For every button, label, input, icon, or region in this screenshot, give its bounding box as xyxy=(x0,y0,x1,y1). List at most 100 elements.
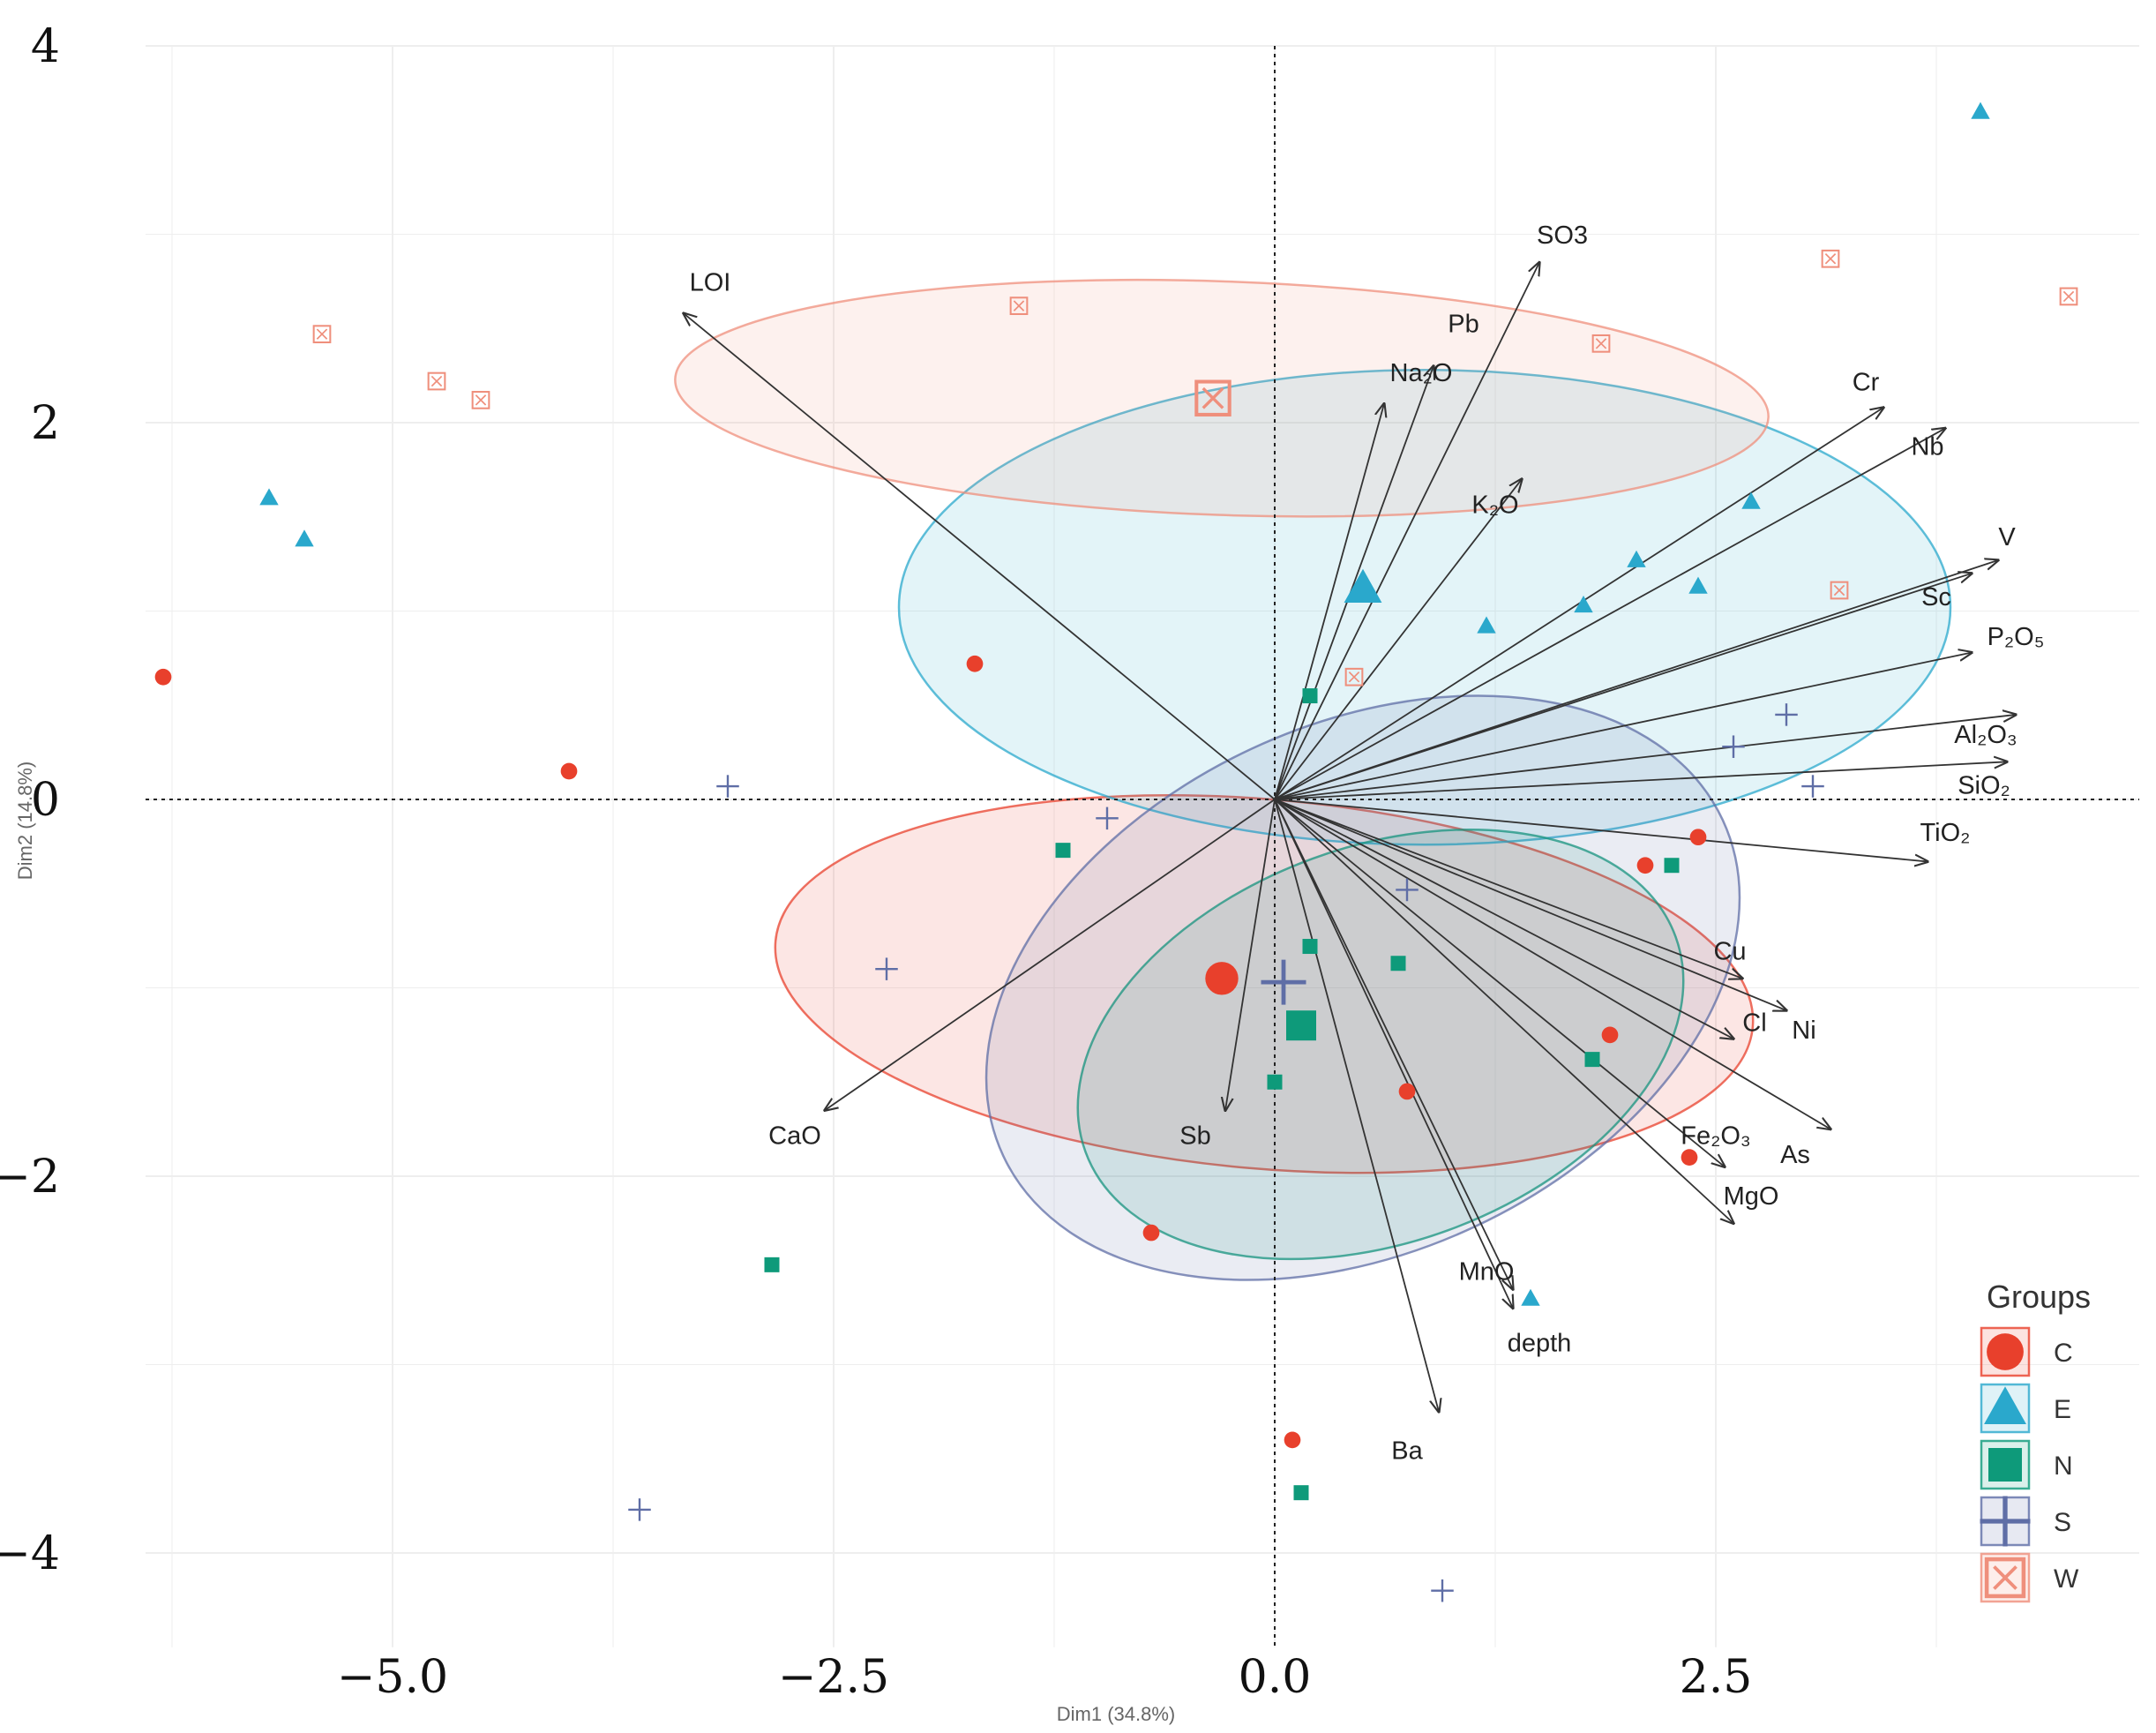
arrow-MgO xyxy=(1274,799,1733,1223)
legend-marker-E xyxy=(1984,1386,2026,1424)
legend-key-N xyxy=(1980,1439,2031,1490)
point-C xyxy=(1681,1149,1698,1166)
x2 xyxy=(1348,671,1360,683)
box xyxy=(1984,1557,2026,1599)
variable-arrows xyxy=(684,263,2016,1412)
x2 xyxy=(430,375,443,387)
arrow-As xyxy=(1274,799,1830,1129)
arrow-Sb xyxy=(1225,799,1276,1110)
box xyxy=(427,371,446,391)
arrow-LOI xyxy=(684,313,1276,800)
point-C xyxy=(1636,857,1654,874)
point-E xyxy=(1971,101,1990,119)
point-N xyxy=(1390,956,1406,972)
legend-label: E xyxy=(2054,1395,2071,1424)
x2 xyxy=(1013,300,1025,311)
variable-label: LOI xyxy=(690,269,731,297)
legend-label: N xyxy=(2054,1452,2073,1481)
variable-label: Na₂O xyxy=(1390,359,1453,387)
variable-label: MnO xyxy=(1459,1257,1515,1286)
mean-S xyxy=(1261,959,1306,1005)
legend-label: C xyxy=(2054,1339,2073,1368)
point-S xyxy=(1431,1579,1454,1602)
arrow-Pb xyxy=(1274,366,1434,800)
point-W xyxy=(1591,334,1611,353)
mean-E xyxy=(1344,568,1382,603)
arrow-K₂O xyxy=(1274,479,1522,800)
x-axis-title: Dim1 (34.8%) xyxy=(1057,1703,1175,1725)
x2 xyxy=(316,328,328,340)
variable-label: Al₂O₃ xyxy=(1954,721,2017,749)
variable-label: P₂O₅ xyxy=(1988,623,2045,651)
x2 xyxy=(2062,290,2075,303)
point-N xyxy=(764,1257,780,1272)
arrow-Nb xyxy=(1274,428,1945,800)
legend-label: W xyxy=(2054,1564,2079,1594)
axis-ticks: −5.0 −2.5 0.0 2.5 4 2 0 −2 −4 xyxy=(0,20,1752,1704)
variable-label: Cr xyxy=(1853,369,1880,397)
y-tick-label: 2 xyxy=(31,397,60,450)
point-S xyxy=(1801,775,1824,798)
point-N xyxy=(1293,1485,1309,1501)
point-W xyxy=(427,371,446,391)
point-N xyxy=(1664,858,1680,874)
point-S xyxy=(1722,735,1745,758)
mean-C xyxy=(1205,962,1239,995)
arrow-Cl xyxy=(1274,799,1733,1039)
arrow-SO3 xyxy=(1274,263,1539,800)
arrow-Al₂O₃ xyxy=(1274,715,2016,800)
point-S xyxy=(1096,806,1119,830)
point-C xyxy=(1398,1083,1416,1100)
box xyxy=(312,325,332,344)
x-tick-label: −5.0 xyxy=(337,1651,448,1704)
arrow-depth xyxy=(1274,799,1513,1308)
variable-label: Pb xyxy=(1448,311,1479,339)
arrow-Sc xyxy=(1274,574,1972,800)
variable-label: TiO₂ xyxy=(1920,819,1971,847)
arrow-TiO₂ xyxy=(1274,799,1928,861)
variable-label: Sb xyxy=(1179,1122,1210,1151)
individual-points xyxy=(154,101,2078,1602)
legend-key-S xyxy=(1980,1496,2031,1547)
point-W xyxy=(2059,287,2078,306)
point-E xyxy=(1477,616,1496,634)
point-W xyxy=(471,391,490,409)
y-tick-label: 0 xyxy=(31,774,60,827)
mean-N xyxy=(1286,1010,1316,1041)
x-tick-label: 2.5 xyxy=(1680,1651,1753,1704)
point-C xyxy=(966,655,984,672)
legend-label: S xyxy=(2054,1508,2071,1537)
y-tick-label: 4 xyxy=(31,20,60,73)
arrow-SiO₂ xyxy=(1274,761,2007,800)
x2 xyxy=(1993,1565,2018,1590)
group-means xyxy=(1194,379,1382,1041)
point-C xyxy=(560,762,578,780)
x2 xyxy=(475,394,487,406)
variable-label: SiO₂ xyxy=(1958,772,2010,800)
point-C xyxy=(1284,1431,1301,1449)
arrow-Ni xyxy=(1274,799,1786,1010)
variable-labels: LOI SO3 Pb Na₂O K₂O Cr Nb V Sc P₂O₅ Al₂O₃ SiO₂ TiO₂ C… xyxy=(690,221,2045,1465)
arrow-P₂O₅ xyxy=(1274,652,1972,800)
legend-marker-S xyxy=(1980,1496,2031,1547)
point-S xyxy=(1396,878,1419,902)
point-W xyxy=(312,325,332,344)
point-C xyxy=(1142,1224,1160,1242)
point-E xyxy=(259,488,279,506)
arrow-Cu xyxy=(1274,799,1742,979)
point-E xyxy=(295,529,314,547)
variable-label: Cu xyxy=(1713,937,1746,965)
x2 xyxy=(1824,253,1837,265)
point-N xyxy=(1055,843,1071,859)
point-S xyxy=(716,775,739,798)
box xyxy=(2059,287,2078,306)
variable-label: Nb xyxy=(1911,432,1943,461)
legend-marker-C xyxy=(1987,1333,2024,1370)
point-C xyxy=(1601,1026,1619,1044)
point-W xyxy=(1344,667,1364,686)
variable-label: K₂O xyxy=(1471,491,1518,519)
arrow-Na₂O xyxy=(1274,404,1384,800)
point-N xyxy=(1302,688,1318,704)
